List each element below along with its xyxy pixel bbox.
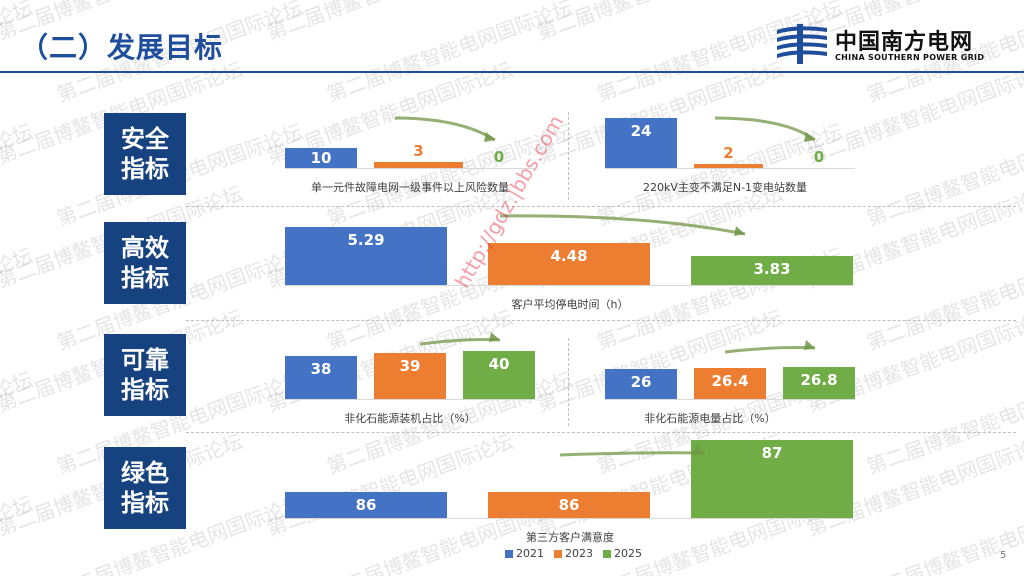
category-line2: 指标 [121, 155, 169, 183]
trend-arrow-icon [499, 214, 746, 236]
trend-arrow-icon [724, 346, 816, 354]
legend: 2021 2023 2025 [505, 547, 642, 560]
chart-axis [285, 285, 853, 286]
legend-item: 2025 [603, 547, 642, 560]
bar-value-label: 38 [310, 359, 332, 378]
page-number: 5 [1000, 550, 1007, 561]
chart-bar [691, 256, 853, 285]
chart-bar [285, 227, 447, 285]
column-divider [568, 338, 569, 426]
category-safety: 安全 指标 [104, 113, 186, 195]
chart-bar [285, 355, 357, 399]
column-divider [568, 112, 569, 200]
row-divider [186, 206, 1016, 207]
row-divider [186, 432, 1016, 433]
category-line1: 高效 [121, 234, 169, 262]
company-logo: 中国南方电网 CHINA SOUTHERN POWER GRID [775, 22, 1000, 66]
bar-value-label: 26.4 [711, 372, 749, 390]
arrowhead-icon [734, 226, 745, 236]
chart-bar [783, 367, 855, 399]
logo-english-name: CHINA SOUTHERN POWER GRID [835, 53, 985, 62]
chart-axis [285, 399, 535, 400]
trend-arrow-icon [714, 116, 816, 142]
chart-bar [694, 163, 763, 168]
legend-item: 2021 [505, 547, 544, 560]
chart-bar [605, 369, 677, 399]
bar-value-label: 4.48 [550, 247, 588, 266]
chart-bar [374, 162, 463, 168]
legend-label: 2021 [516, 547, 544, 560]
category-line2: 指标 [121, 376, 169, 404]
chart-bar [488, 492, 650, 518]
chart-bar [488, 243, 650, 285]
chart-bar [285, 492, 447, 518]
row-divider [186, 320, 1016, 321]
arrowhead-icon [489, 332, 500, 342]
trend-arrow-icon [419, 338, 501, 346]
category-line2: 指标 [121, 264, 169, 292]
legend-swatch-2021 [505, 549, 513, 558]
category-line1: 绿色 [121, 459, 169, 487]
trend-arrow-icon [559, 451, 706, 457]
category-reliability: 可靠 指标 [104, 334, 186, 416]
chart-axis [285, 168, 535, 169]
category-efficiency: 高效 指标 [104, 222, 186, 304]
chart-axis [605, 399, 855, 400]
legend-label: 2025 [614, 547, 642, 560]
bar-value-label: 3.83 [753, 260, 791, 279]
trend-arrow-icon [394, 116, 496, 142]
chart-bar [463, 351, 535, 399]
bar-value-label: 0 [813, 148, 825, 166]
bar-value-label: 86 [558, 496, 580, 514]
chart-caption: 非化石能源电量占比（%） [644, 412, 776, 425]
bar-value-label: 86 [355, 496, 377, 514]
chart-bar [691, 440, 853, 518]
category-line1: 安全 [121, 125, 169, 153]
bar-value-label: 10 [310, 149, 332, 167]
bar-value-label: 2 [723, 143, 734, 162]
chart-axis [285, 518, 853, 519]
bar-value-label: 24 [630, 121, 652, 140]
bar-value-label: 0 [493, 148, 505, 166]
chart-caption: 220kV主变不满足N-1变电站数量 [642, 181, 808, 194]
chart-caption: 第三方客户满意度 [526, 531, 614, 544]
chart-bar [694, 368, 766, 399]
bar-value-label: 26 [630, 373, 652, 391]
chart-bar [605, 117, 677, 168]
chart-axis [605, 168, 855, 169]
chart-bar [374, 353, 446, 399]
arrowhead-icon [804, 340, 815, 350]
arrowhead-icon [804, 132, 815, 142]
category-line2: 指标 [121, 489, 169, 517]
page-title: （二）发展目标 [20, 31, 224, 64]
legend-label: 2023 [565, 547, 593, 560]
chart-bar [285, 148, 357, 168]
chart-caption: 客户平均停电时间（h） [511, 298, 629, 311]
logo-emblem-icon [777, 24, 827, 64]
bar-value-label: 5.29 [347, 231, 385, 250]
bar-value-label: 26.8 [800, 371, 838, 389]
legend-item: 2023 [554, 547, 593, 560]
title-underline [0, 71, 1024, 73]
chart-caption: 非化石能源装机占比（%） [344, 412, 476, 425]
bar-value-label: 87 [761, 444, 783, 462]
chart-caption: 单一元件故障电网一级事件以上风险数量 [311, 181, 509, 194]
bar-value-label: 39 [399, 357, 421, 376]
category-green: 绿色 指标 [104, 447, 186, 529]
bar-value-label: 40 [488, 355, 510, 373]
legend-swatch-2025 [603, 549, 611, 558]
logo-chinese-name: 中国南方电网 [835, 30, 974, 55]
category-line1: 可靠 [121, 346, 169, 374]
legend-swatch-2023 [554, 549, 562, 558]
arrowhead-icon [694, 445, 705, 455]
arrowhead-icon [484, 132, 495, 142]
bar-value-label: 3 [413, 142, 424, 160]
